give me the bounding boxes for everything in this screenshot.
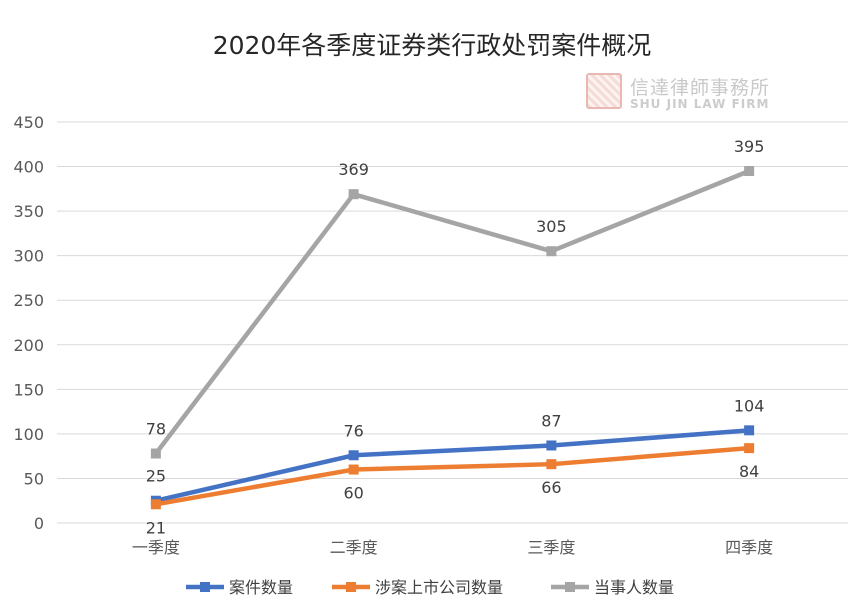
legend-marker	[346, 582, 356, 592]
y-tick-label: 250	[13, 291, 44, 310]
data-label: 21	[146, 518, 166, 537]
series-lines	[150, 166, 755, 510]
x-tick-label: 三季度	[527, 538, 575, 557]
x-tick-label: 二季度	[330, 538, 378, 557]
legend-item: 当事人数量	[551, 578, 674, 597]
y-tick-label: 100	[13, 425, 44, 444]
data-point-marker	[348, 450, 359, 461]
data-point-marker	[546, 459, 557, 470]
y-tick-label: 150	[13, 380, 44, 399]
data-point-marker	[150, 448, 161, 459]
legend-marker	[565, 582, 575, 592]
data-label: 78	[146, 419, 166, 438]
legend-label: 涉案上市公司数量	[375, 578, 503, 597]
seal-logo-icon	[586, 73, 622, 109]
x-tick-label: 一季度	[132, 538, 180, 557]
data-label: 66	[541, 478, 561, 497]
data-label: 369	[338, 160, 369, 179]
y-tick-label: 50	[24, 469, 44, 488]
series-line	[153, 168, 752, 456]
legend-marker	[200, 582, 210, 592]
y-tick-label: 0	[34, 514, 44, 533]
watermark-chinese-name: 信達律師事務所	[630, 77, 771, 99]
data-label: 76	[343, 421, 363, 440]
data-label: 25	[146, 467, 166, 486]
series-line	[153, 445, 752, 507]
y-tick-label: 350	[13, 202, 44, 221]
x-tick-label: 四季度	[725, 538, 773, 557]
data-label: 60	[343, 484, 363, 503]
data-label: 395	[734, 137, 765, 156]
data-point-marker	[150, 499, 161, 510]
y-axis-ticks: 0 50 100 150 200 250 300 350 400 450	[13, 113, 44, 533]
chart-title: 2020年各季度证券类行政处罚案件概况	[212, 31, 652, 60]
data-label: 104	[734, 396, 765, 415]
watermark-english-name: SHU JIN LAW FIRM	[630, 97, 770, 111]
data-point-marker	[546, 246, 557, 257]
data-point-marker	[744, 166, 755, 177]
legend-item: 案件数量	[186, 578, 293, 597]
legend-label: 当事人数量	[594, 578, 674, 597]
data-point-marker	[546, 440, 557, 451]
data-label: 87	[541, 411, 561, 430]
legend-item: 涉案上市公司数量	[332, 578, 503, 597]
legend: 案件数量 涉案上市公司数量 当事人数量	[186, 578, 674, 597]
x-axis-ticks: 一季度 二季度 三季度 四季度	[132, 538, 773, 557]
y-tick-label: 450	[13, 113, 44, 132]
data-point-marker	[348, 189, 359, 200]
y-tick-label: 200	[13, 336, 44, 355]
y-tick-label: 400	[13, 158, 44, 177]
gridlines	[57, 121, 848, 524]
y-tick-label: 300	[13, 247, 44, 266]
legend-label: 案件数量	[229, 578, 293, 597]
data-point-marker	[744, 425, 755, 436]
data-point-marker	[348, 464, 359, 475]
law-firm-watermark: 信達律師事務所 SHU JIN LAW FIRM	[586, 73, 804, 113]
data-labels: 25 76 87 104 21 60 66 84 78 369 305 395	[146, 137, 765, 537]
data-label: 305	[536, 217, 567, 236]
series-line	[153, 428, 752, 503]
data-label: 84	[739, 462, 759, 481]
data-point-marker	[744, 443, 755, 454]
